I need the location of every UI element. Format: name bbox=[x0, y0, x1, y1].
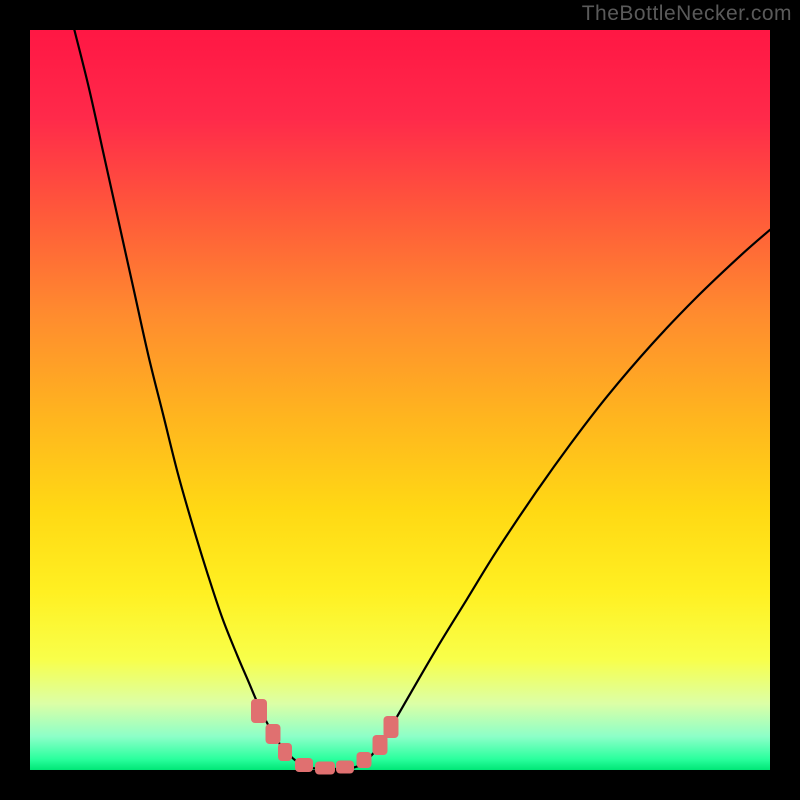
trough-marker bbox=[251, 699, 267, 723]
trough-marker bbox=[384, 716, 399, 738]
trough-marker bbox=[357, 752, 372, 768]
plot-area bbox=[30, 30, 770, 770]
trough-marker bbox=[336, 761, 354, 774]
watermark-text: TheBottleNecker.com bbox=[582, 2, 792, 26]
trough-marker bbox=[295, 758, 313, 772]
trough-marker bbox=[278, 743, 292, 761]
markers-layer bbox=[30, 30, 770, 770]
trough-marker bbox=[315, 762, 335, 775]
trough-marker bbox=[265, 724, 280, 744]
